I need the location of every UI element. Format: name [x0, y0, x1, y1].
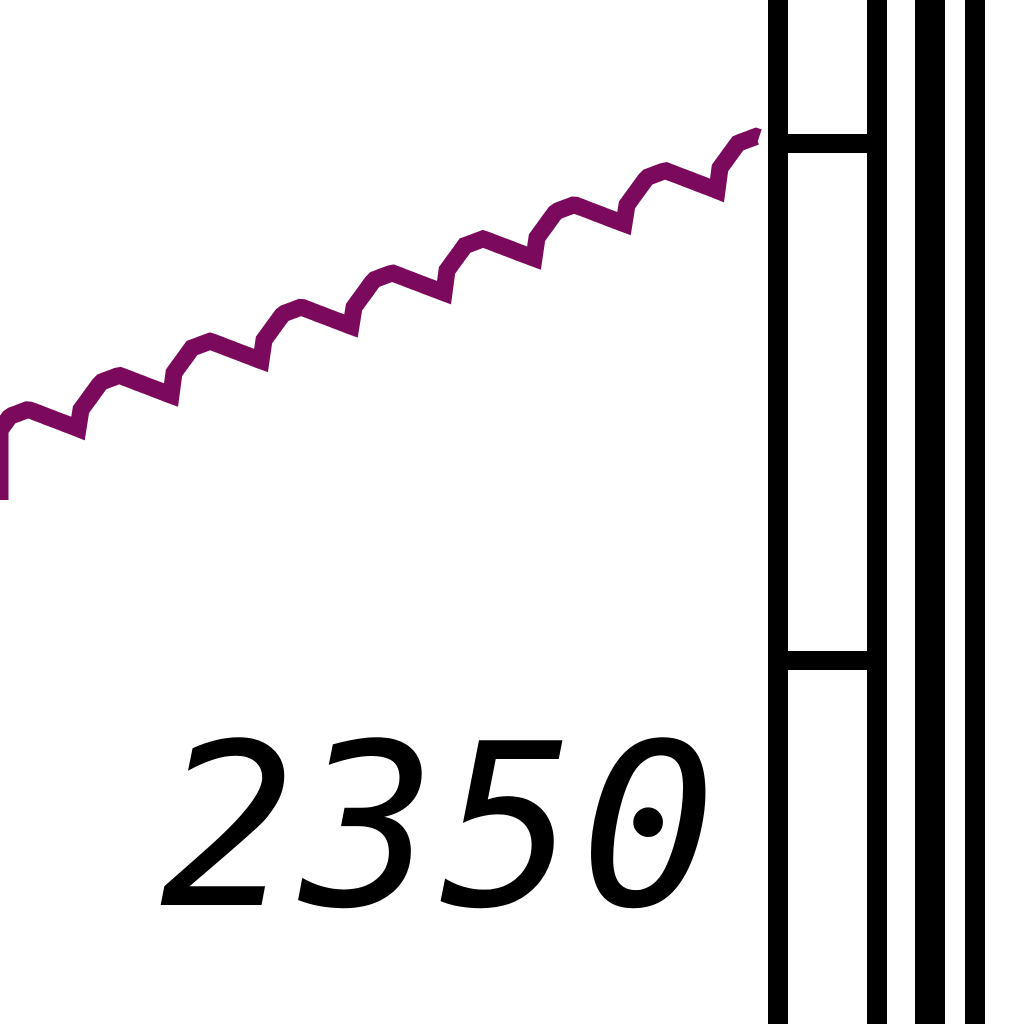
series-line [0, 127, 762, 500]
window-border-line-outer [915, 0, 945, 1024]
window-border-line-inner [965, 0, 985, 1024]
x-axis: 2350 [160, 696, 720, 959]
scrollbar[interactable] [768, 0, 887, 1024]
scrollbar-track-right-edge [867, 0, 887, 1024]
scrollbar-thumb[interactable] [788, 142, 867, 660]
scrollbar-thumb-bottom-edge [788, 651, 867, 670]
scrollbar-track-left-edge [768, 0, 788, 1024]
window-border [915, 0, 985, 1024]
scrollbar-thumb-top-edge [788, 134, 867, 153]
x-tick-label: 2350 [160, 696, 720, 959]
